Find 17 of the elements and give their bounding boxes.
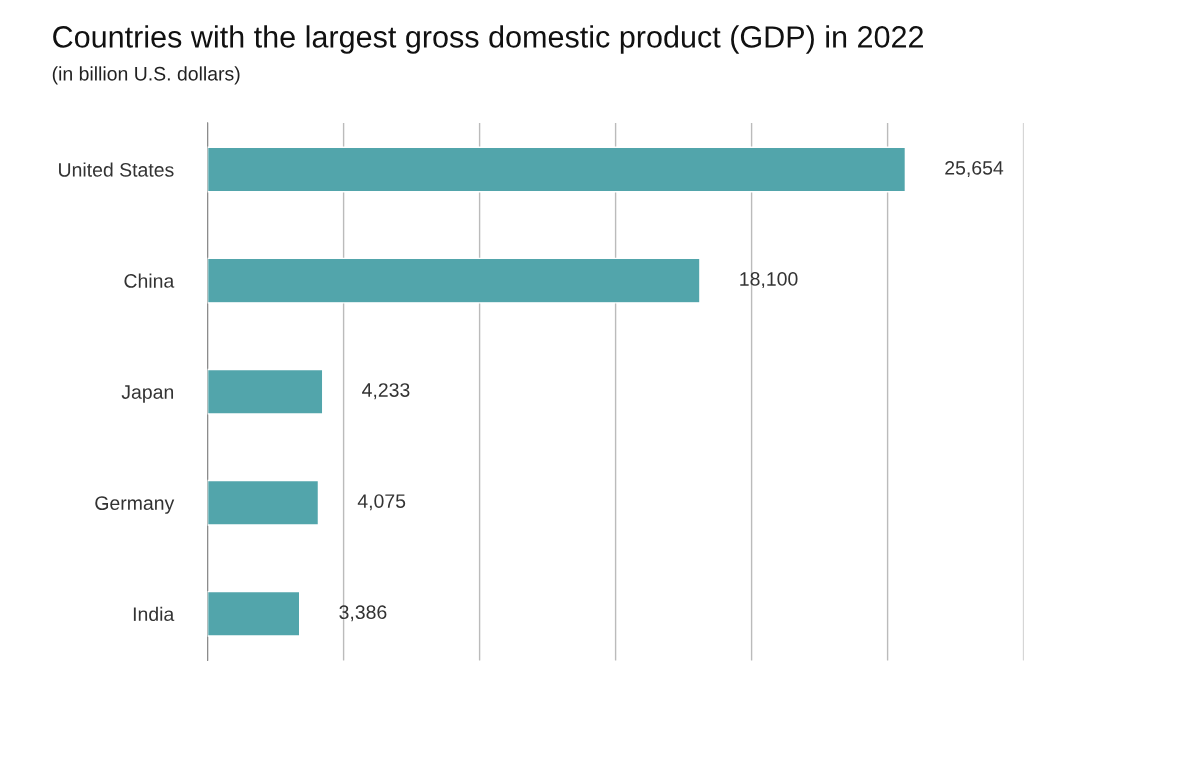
bar: [207, 146, 907, 193]
y-tick-label: China: [124, 273, 175, 288]
bar: [207, 479, 320, 526]
y-tick-label: Japan: [121, 385, 174, 403]
y-tick-label: Germany: [95, 496, 175, 514]
data-label: 3,386: [339, 605, 387, 622]
y-tick-label: United States: [59, 162, 174, 177]
data-label: 25,654: [945, 160, 1004, 178]
bar: [207, 368, 324, 415]
data-label: 18,100: [740, 272, 798, 289]
data-label: 4,233: [362, 383, 410, 400]
chart-title: Countries with the largest gross domestic product (GDP) in 2022: [53, 25, 923, 54]
bar: [207, 257, 701, 304]
chart-subtitle: (in billion U.S. dollars): [52, 66, 240, 85]
data-label: 4,075: [357, 494, 406, 511]
bar: [207, 590, 301, 637]
y-tick-label: India: [133, 606, 175, 622]
